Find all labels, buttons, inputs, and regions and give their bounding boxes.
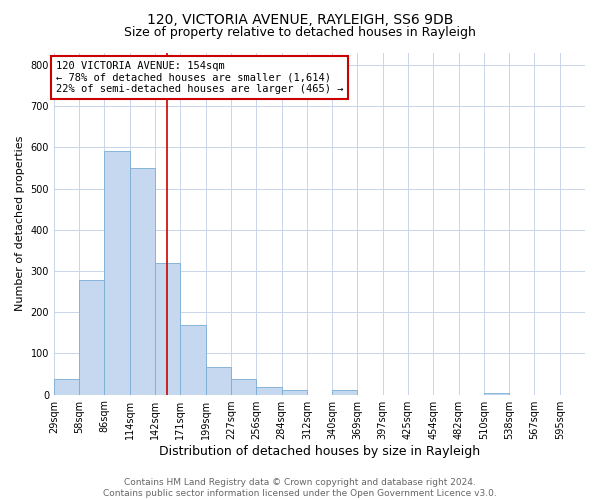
Bar	[484, 392, 509, 394]
Y-axis label: Number of detached properties: Number of detached properties	[15, 136, 25, 311]
Text: 120, VICTORIA AVENUE, RAYLEIGH, SS6 9DB: 120, VICTORIA AVENUE, RAYLEIGH, SS6 9DB	[147, 12, 453, 26]
Bar	[256, 387, 281, 394]
Bar	[181, 324, 206, 394]
Bar	[104, 152, 130, 394]
Bar	[130, 168, 155, 394]
Bar	[281, 390, 307, 394]
Bar	[332, 390, 358, 394]
Bar	[231, 379, 256, 394]
X-axis label: Distribution of detached houses by size in Rayleigh: Distribution of detached houses by size …	[159, 444, 480, 458]
Bar	[54, 379, 79, 394]
Text: Size of property relative to detached houses in Rayleigh: Size of property relative to detached ho…	[124, 26, 476, 39]
Text: 120 VICTORIA AVENUE: 154sqm
← 78% of detached houses are smaller (1,614)
22% of : 120 VICTORIA AVENUE: 154sqm ← 78% of det…	[56, 60, 343, 94]
Bar	[155, 262, 181, 394]
Bar	[206, 367, 231, 394]
Bar	[79, 280, 104, 394]
Text: Contains HM Land Registry data © Crown copyright and database right 2024.
Contai: Contains HM Land Registry data © Crown c…	[103, 478, 497, 498]
